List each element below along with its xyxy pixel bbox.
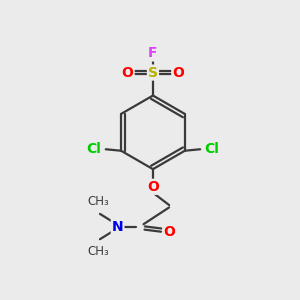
Text: O: O (164, 225, 175, 239)
Text: O: O (122, 66, 134, 80)
Text: O: O (147, 180, 159, 194)
Text: N: N (112, 220, 123, 234)
Text: S: S (148, 66, 158, 80)
Text: O: O (172, 66, 184, 80)
Text: Cl: Cl (205, 142, 219, 156)
Text: F: F (148, 46, 158, 60)
Text: CH₃: CH₃ (88, 195, 109, 208)
Text: CH₃: CH₃ (88, 245, 109, 258)
Text: Cl: Cl (86, 142, 101, 156)
